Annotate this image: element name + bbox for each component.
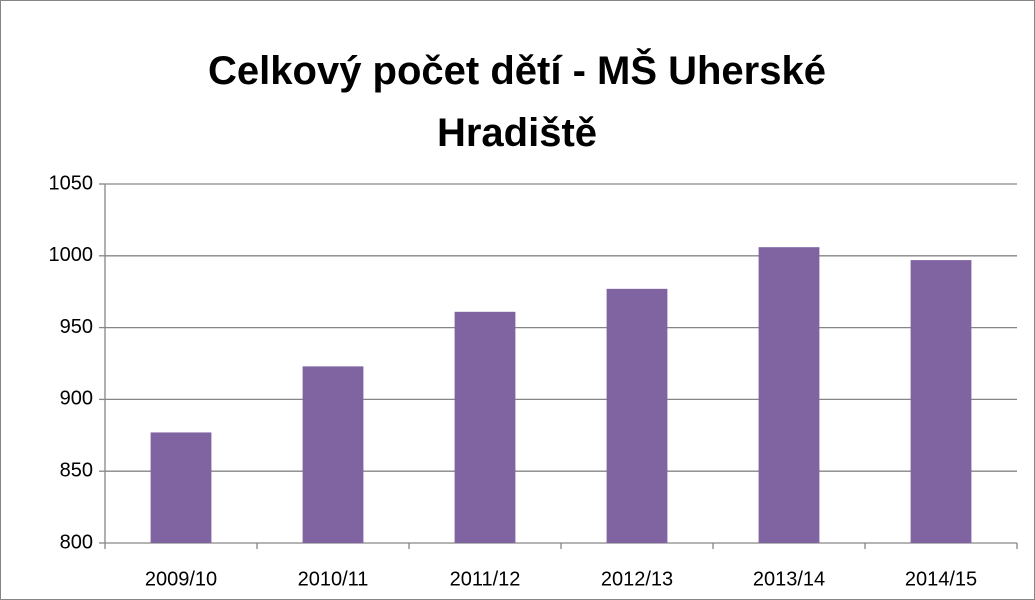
- x-tick-label: 2014/15: [905, 568, 977, 590]
- x-tick-label: 2013/14: [753, 568, 825, 590]
- x-tick-label: 2009/10: [145, 568, 217, 590]
- y-tick-label: 800: [60, 531, 93, 553]
- y-tick-label: 900: [60, 388, 93, 410]
- x-tick-label: 2010/11: [298, 568, 369, 590]
- x-tick-label: 2011/12: [450, 568, 521, 590]
- y-tick-label: 1050: [49, 172, 94, 194]
- chart-title: Celkový počet dětí - MŠ Uherské Hradiště: [208, 49, 826, 155]
- bar: [150, 432, 212, 543]
- y-tick-label: 950: [60, 316, 93, 338]
- bar: [606, 288, 668, 543]
- bar: [454, 311, 516, 543]
- bar: [302, 366, 364, 543]
- bar: [758, 247, 820, 543]
- bar: [910, 260, 972, 543]
- x-tick-label: 2012/13: [601, 568, 673, 590]
- y-tick-label: 1000: [49, 244, 94, 266]
- y-tick-label: 850: [60, 459, 93, 481]
